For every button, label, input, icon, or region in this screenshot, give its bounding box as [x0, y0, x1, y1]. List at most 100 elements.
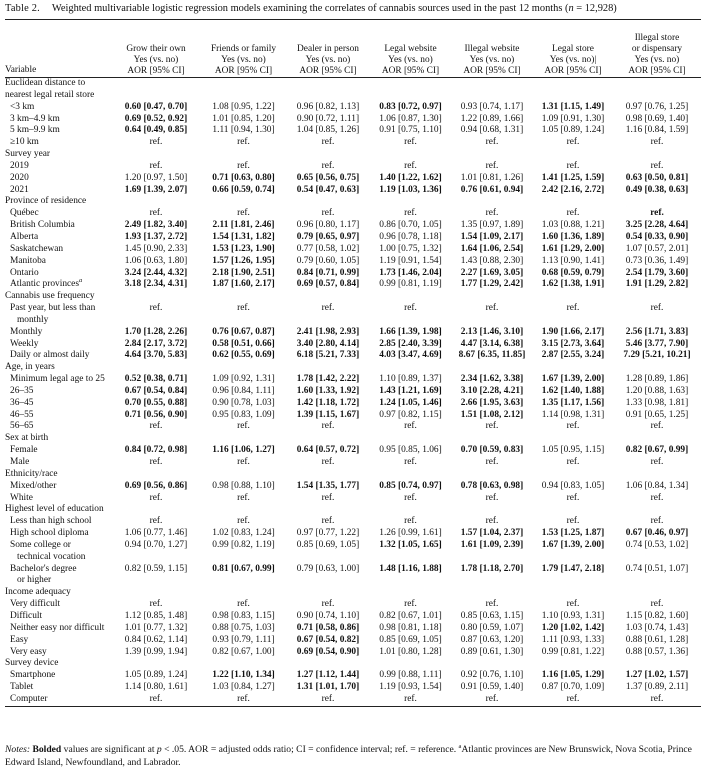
section-label: Province of residence [5, 196, 111, 208]
aor-cell [533, 78, 613, 90]
aor-cell: ref. [566, 303, 580, 314]
aor-cell: ref. [451, 693, 533, 707]
aor-cell [111, 90, 201, 102]
aor-cell: 0.84 [0.72, 0.98] [124, 445, 188, 456]
aor-cell [451, 658, 533, 670]
aor-cell: ref. [321, 137, 335, 148]
aor-cell: 1.73 [1.46, 2.04] [379, 267, 442, 278]
column-header-line: Yes (vs. no) [133, 55, 179, 65]
row-label-text: Québec [10, 208, 39, 219]
aor-cell: 1.24 [1.05, 1.46] [379, 397, 442, 408]
row-label-text: Easy [10, 634, 29, 645]
aor-cell [370, 196, 451, 208]
aor-cell: 3.10 [2.28, 4.21] [460, 385, 524, 396]
section-label: Sex at birth [5, 433, 111, 445]
row-label-text: Income adequacy [5, 587, 71, 598]
aor-cell: 1.01 [0.80, 1.28] [379, 646, 442, 657]
aor-cell: ref. [485, 599, 499, 610]
aor-cell [613, 504, 701, 516]
table-row: Computer ref. ref. ref. ref. ref. ref. ref. [5, 693, 701, 707]
aor-cell [613, 291, 701, 303]
aor-cell: 1.19 [0.91, 1.54] [379, 255, 442, 266]
aor-cell: 0.92 [0.76, 1.10] [460, 670, 524, 681]
aor-cell: ref. [149, 457, 163, 467]
section-label: Cannabis use frequency [5, 291, 111, 303]
aor-cell: 4.47 [3.14, 6.38] [460, 338, 524, 349]
aor-cell: 0.76 [0.67, 0.87] [212, 326, 275, 337]
aor-cell: 1.16 [1.05, 1.29] [541, 670, 605, 681]
aor-cell: 1.45 [0.90, 2.33] [124, 243, 188, 254]
column-header-line: AOR [95% CI] [544, 66, 602, 76]
aor-cell: 1.19 [0.93, 1.54] [379, 682, 442, 693]
row-label-text: nearest legal retail store [5, 89, 95, 100]
aor-cell: 0.95 [0.85, 1.06] [379, 445, 442, 456]
table-row: Alberta 1.93 [1.37, 2.72] 1.54 [1.31, 1.82… [5, 232, 701, 244]
aor-cell: 0.96 [0.82, 1.13] [296, 101, 360, 112]
aor-cell: ref. [566, 457, 580, 467]
row-label: Very easy [5, 647, 111, 659]
regression-table: Variable Grow their own Yes (vs. no) AOR [… [5, 19, 701, 707]
row-label-text: Highest level of education [5, 504, 104, 515]
aor-cell: 0.99 [0.81, 1.19] [379, 279, 442, 290]
aor-cell [201, 90, 286, 102]
aor-cell: ref. [321, 492, 335, 503]
row-label-text: Manitoba [10, 255, 46, 266]
aor-cell [111, 196, 201, 208]
row-label-text: Survey year [5, 149, 51, 160]
aor-cell: 1.19 [1.03, 1.36] [379, 184, 442, 195]
aor-cell: 0.68 [0.59, 0.79] [541, 267, 605, 278]
notes-text-3: Atlantic provinces are New Brunswick, No… [5, 744, 692, 768]
aor-cell: 1.66 [1.39, 1.98] [379, 326, 442, 337]
row-label-text: 2019 [10, 160, 29, 171]
aor-cell: 0.84 [0.62, 1.14] [124, 634, 188, 645]
aor-cell: 1.54 [1.09, 2.17] [460, 231, 524, 242]
column-header-line: Illegal website [464, 44, 520, 54]
aor-cell [201, 362, 286, 374]
row-label: Smartphone [5, 670, 111, 682]
row-label-text: Very difficult [10, 599, 61, 610]
aor-cell: ref. [566, 492, 580, 503]
row-label-text: 56–65 [10, 421, 34, 432]
aor-cell: ref. [404, 516, 417, 527]
aor-cell: 1.91 [1.29, 2.82] [625, 279, 689, 290]
aor-cell [286, 658, 370, 670]
aor-cell: 0.71 [0.63, 0.80] [212, 172, 275, 183]
row-label: Minimum legal age to 25 [5, 374, 111, 386]
aor-cell [451, 552, 533, 564]
column-header-line: Yes (vs. no) [388, 55, 433, 65]
aor-cell: 1.27 [1.02, 1.57] [625, 670, 689, 681]
aor-cell [111, 504, 201, 516]
aor-cell: 1.27 [1.12, 1.44] [296, 670, 360, 681]
aor-cell: ref. [404, 137, 417, 148]
aor-cell: ref. [321, 516, 335, 527]
aor-cell: 1.09 [0.91, 1.30] [541, 113, 605, 124]
table-row: <3 km 0.60 [0.47, 0.70] 1.08 [0.95, 1.22] 0… [5, 102, 701, 114]
aor-cell: 2.66 [1.95, 3.63] [460, 397, 524, 408]
aor-cell: 1.04 [0.85, 1.26] [296, 125, 360, 136]
aor-cell: 0.76 [0.61, 0.94] [460, 184, 524, 195]
row-label-text: Difficult [10, 610, 43, 621]
aor-cell [451, 90, 533, 102]
aor-cell: ref. [237, 160, 250, 171]
aor-cell: 0.70 [0.59, 0.83] [460, 445, 524, 456]
column-header-line: Illegal store [634, 33, 680, 43]
table-row: High school diploma 1.06 [0.77, 1.46] 1.02… [5, 528, 701, 540]
aor-cell: 4.03 [3.47, 4.69] [379, 350, 442, 361]
aor-cell: 0.86 [0.70, 1.05] [379, 220, 442, 231]
aor-cell: 0.89 [0.61, 1.30] [460, 646, 524, 657]
aor-cell: ref. [321, 457, 335, 467]
aor-cell: ref. [321, 599, 335, 610]
notes-bolded: Bolded [32, 744, 62, 755]
aor-cell: 0.96 [0.84, 1.11] [212, 385, 275, 396]
column-header-2: Friends or family Yes (vs. no) AOR [95% CI… [201, 19, 286, 78]
column-header-line: Dealer in person [297, 44, 359, 54]
table-row: Some college or 0.94 [0.70, 1.27] 0.99 [0.… [5, 540, 701, 552]
aor-cell: 1.14 [0.98, 1.31] [541, 409, 605, 420]
section-row: Survey device [5, 658, 701, 670]
aor-cell [533, 552, 613, 564]
aor-cell: 0.95 [0.83, 1.09] [212, 409, 275, 420]
aor-cell: 2.27 [1.69, 3.05] [460, 267, 524, 278]
aor-cell: 1.57 [1.26, 1.95] [212, 255, 275, 266]
row-label: Neither easy nor difficult [5, 623, 111, 635]
row-label-text: Age, in years [5, 362, 55, 373]
